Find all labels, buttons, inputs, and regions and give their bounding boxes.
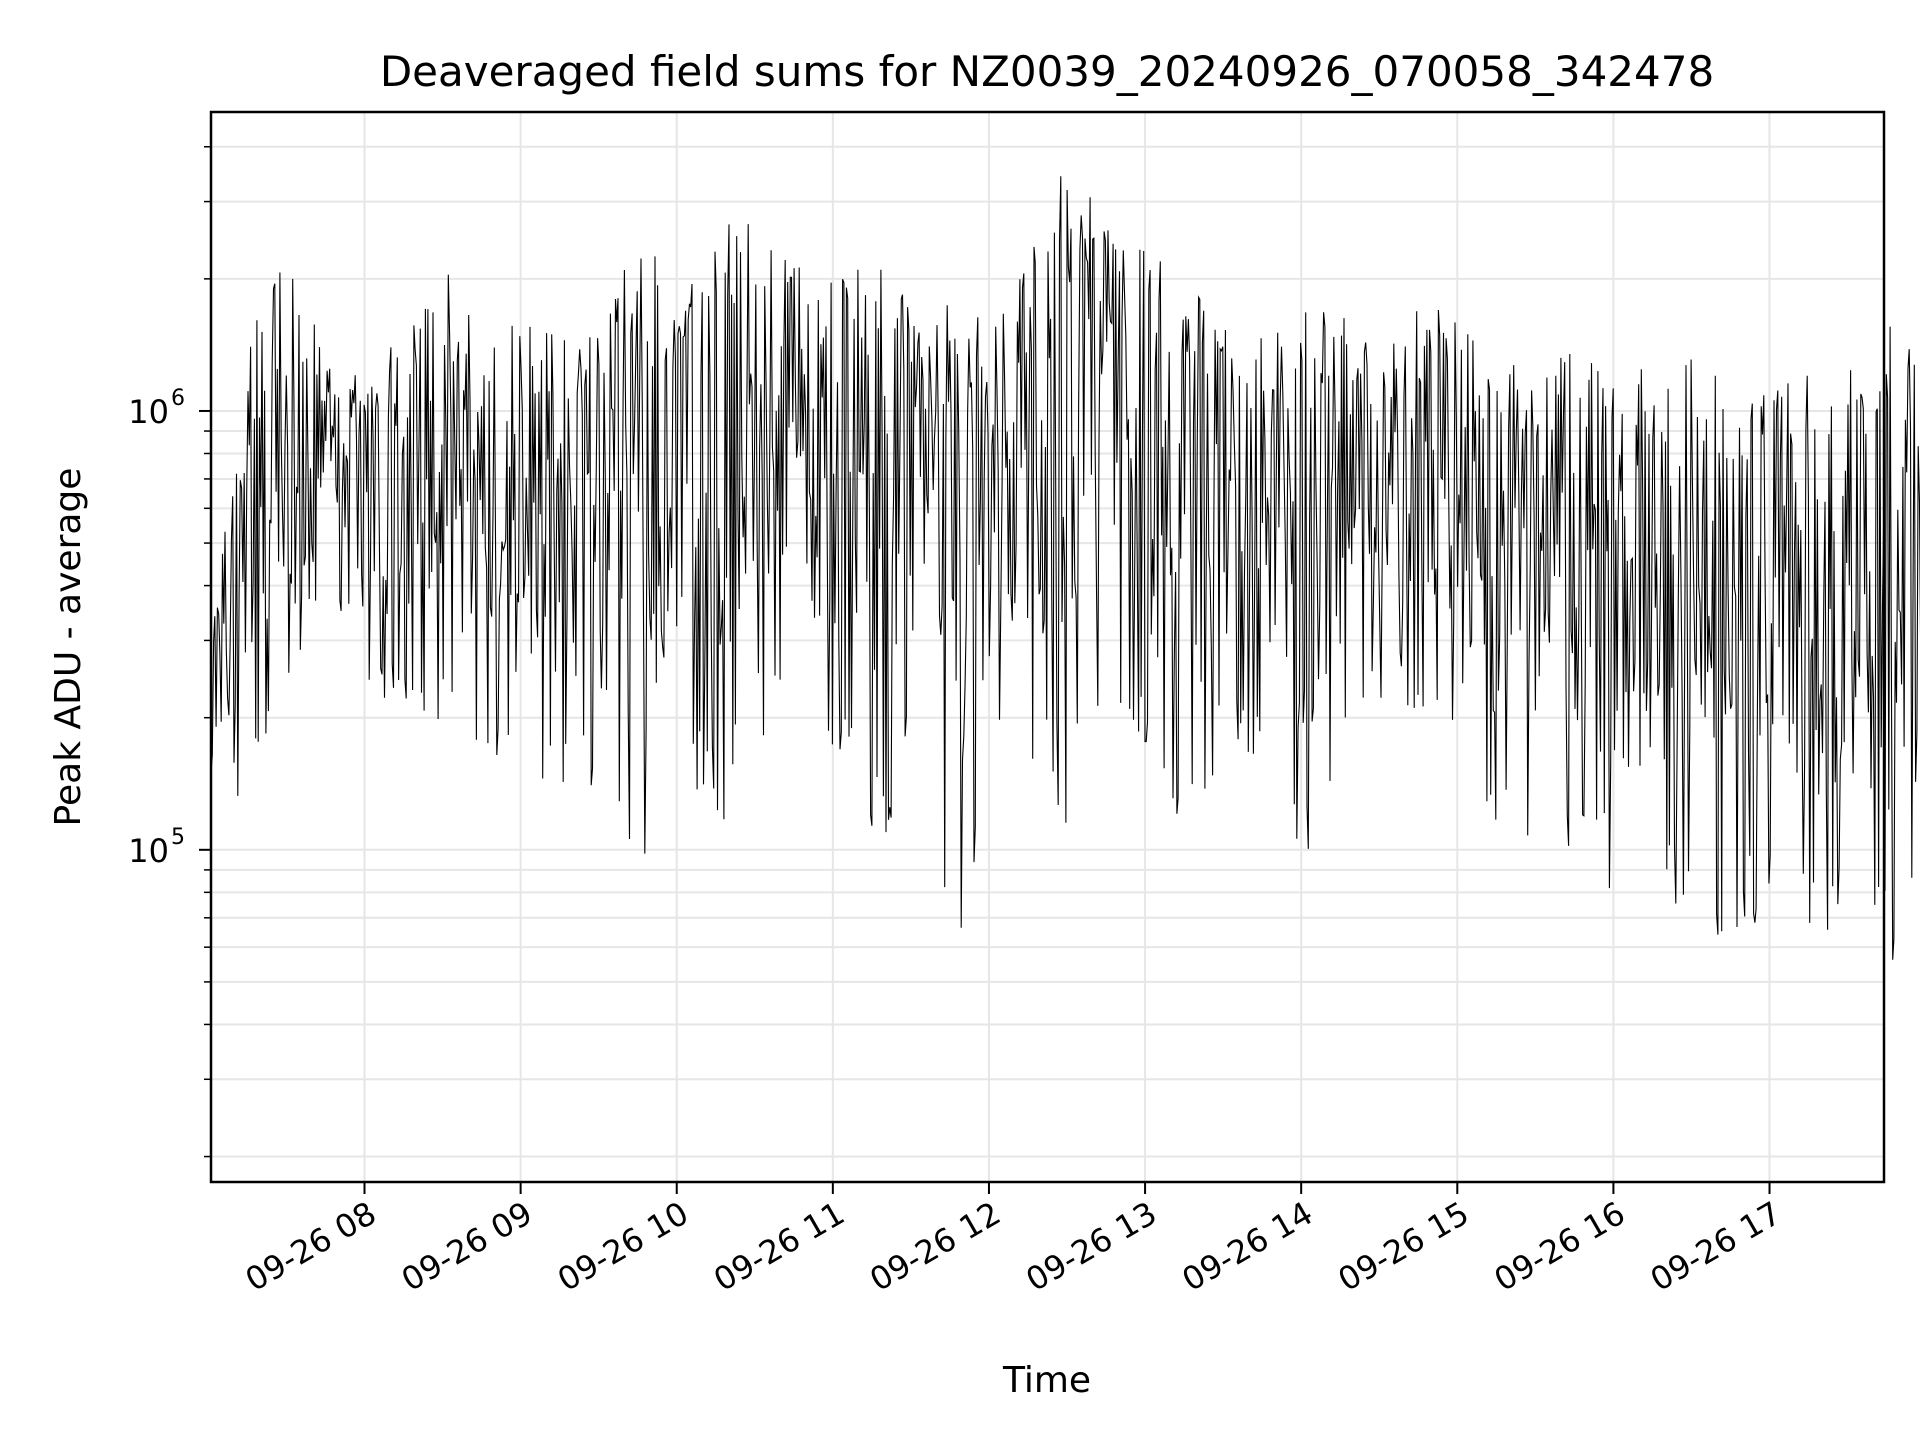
- data-series: [210, 176, 1920, 960]
- plot-frame: [209, 110, 1886, 1184]
- y-axis-label: Peak ADU - average: [48, 468, 89, 827]
- y-tick-exponent: 6: [171, 386, 185, 411]
- series-line: [210, 176, 1920, 960]
- x-axis-label: Time: [1002, 1360, 1091, 1401]
- y-tick-label: 10: [128, 832, 169, 870]
- chart-title: Deaveraged field sums for NZ0039_2024092…: [380, 47, 1714, 96]
- y-tick-exponent: 5: [171, 825, 185, 850]
- y-tick-label: 10: [128, 393, 169, 431]
